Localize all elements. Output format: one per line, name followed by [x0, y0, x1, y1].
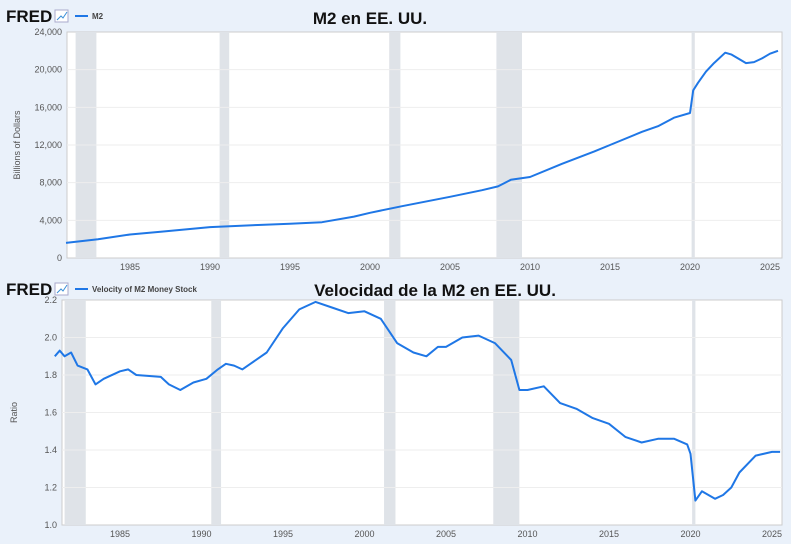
y-tick-label: 20,000	[34, 65, 62, 75]
x-tick-label: 1985	[110, 529, 130, 539]
y-tick-label: 8,000	[39, 178, 62, 188]
legend-label: M2	[92, 12, 104, 21]
x-tick-label: 2000	[360, 262, 380, 272]
x-tick-label: 2005	[436, 529, 456, 539]
y-tick-label: 1.2	[44, 483, 57, 493]
x-tick-label: 2010	[520, 262, 540, 272]
x-tick-label: 2020	[680, 529, 700, 539]
y-tick-label: 1.4	[44, 445, 57, 455]
y-axis-label: Ratio	[9, 402, 19, 423]
x-tick-label: 1990	[200, 262, 220, 272]
fred-logo: FRED	[6, 280, 52, 299]
fred-logo: FRED	[6, 7, 52, 26]
y-tick-label: 1.6	[44, 408, 57, 418]
x-tick-label: 2015	[599, 529, 619, 539]
chart-icon-line	[56, 11, 68, 21]
y-tick-label: 1.8	[44, 370, 57, 380]
series-line	[54, 300, 781, 502]
x-tick-label: 1995	[280, 262, 300, 272]
x-tick-label: 2025	[760, 262, 780, 272]
x-tick-label: 2020	[680, 262, 700, 272]
x-tick-label: 1995	[273, 529, 293, 539]
y-tick-label: 1.0	[44, 520, 57, 530]
chart-icon-line	[56, 284, 68, 294]
y-tick-label: 2.0	[44, 333, 57, 343]
y-tick-label: 16,000	[34, 102, 62, 112]
x-tick-label: 1990	[191, 529, 211, 539]
x-tick-label: 2015	[600, 262, 620, 272]
y-tick-label: 2.2	[44, 295, 57, 305]
x-tick-label: 2025	[762, 529, 782, 539]
series-line	[65, 49, 779, 244]
x-tick-label: 1985	[120, 262, 140, 272]
y-axis-label: Billions of Dollars	[12, 110, 22, 180]
chart-title: M2 en EE. UU.	[313, 9, 427, 28]
x-tick-label: 2000	[354, 529, 374, 539]
y-tick-label: 4,000	[39, 215, 62, 225]
chart-title: Velocidad de la M2 en EE. UU.	[314, 281, 556, 300]
x-tick-label: 2005	[440, 262, 460, 272]
y-tick-label: 0	[57, 253, 62, 263]
y-tick-label: 24,000	[34, 27, 62, 37]
x-tick-label: 2010	[517, 529, 537, 539]
legend-label: Velocity of M2 Money Stock	[92, 285, 197, 294]
y-tick-label: 12,000	[34, 140, 62, 150]
